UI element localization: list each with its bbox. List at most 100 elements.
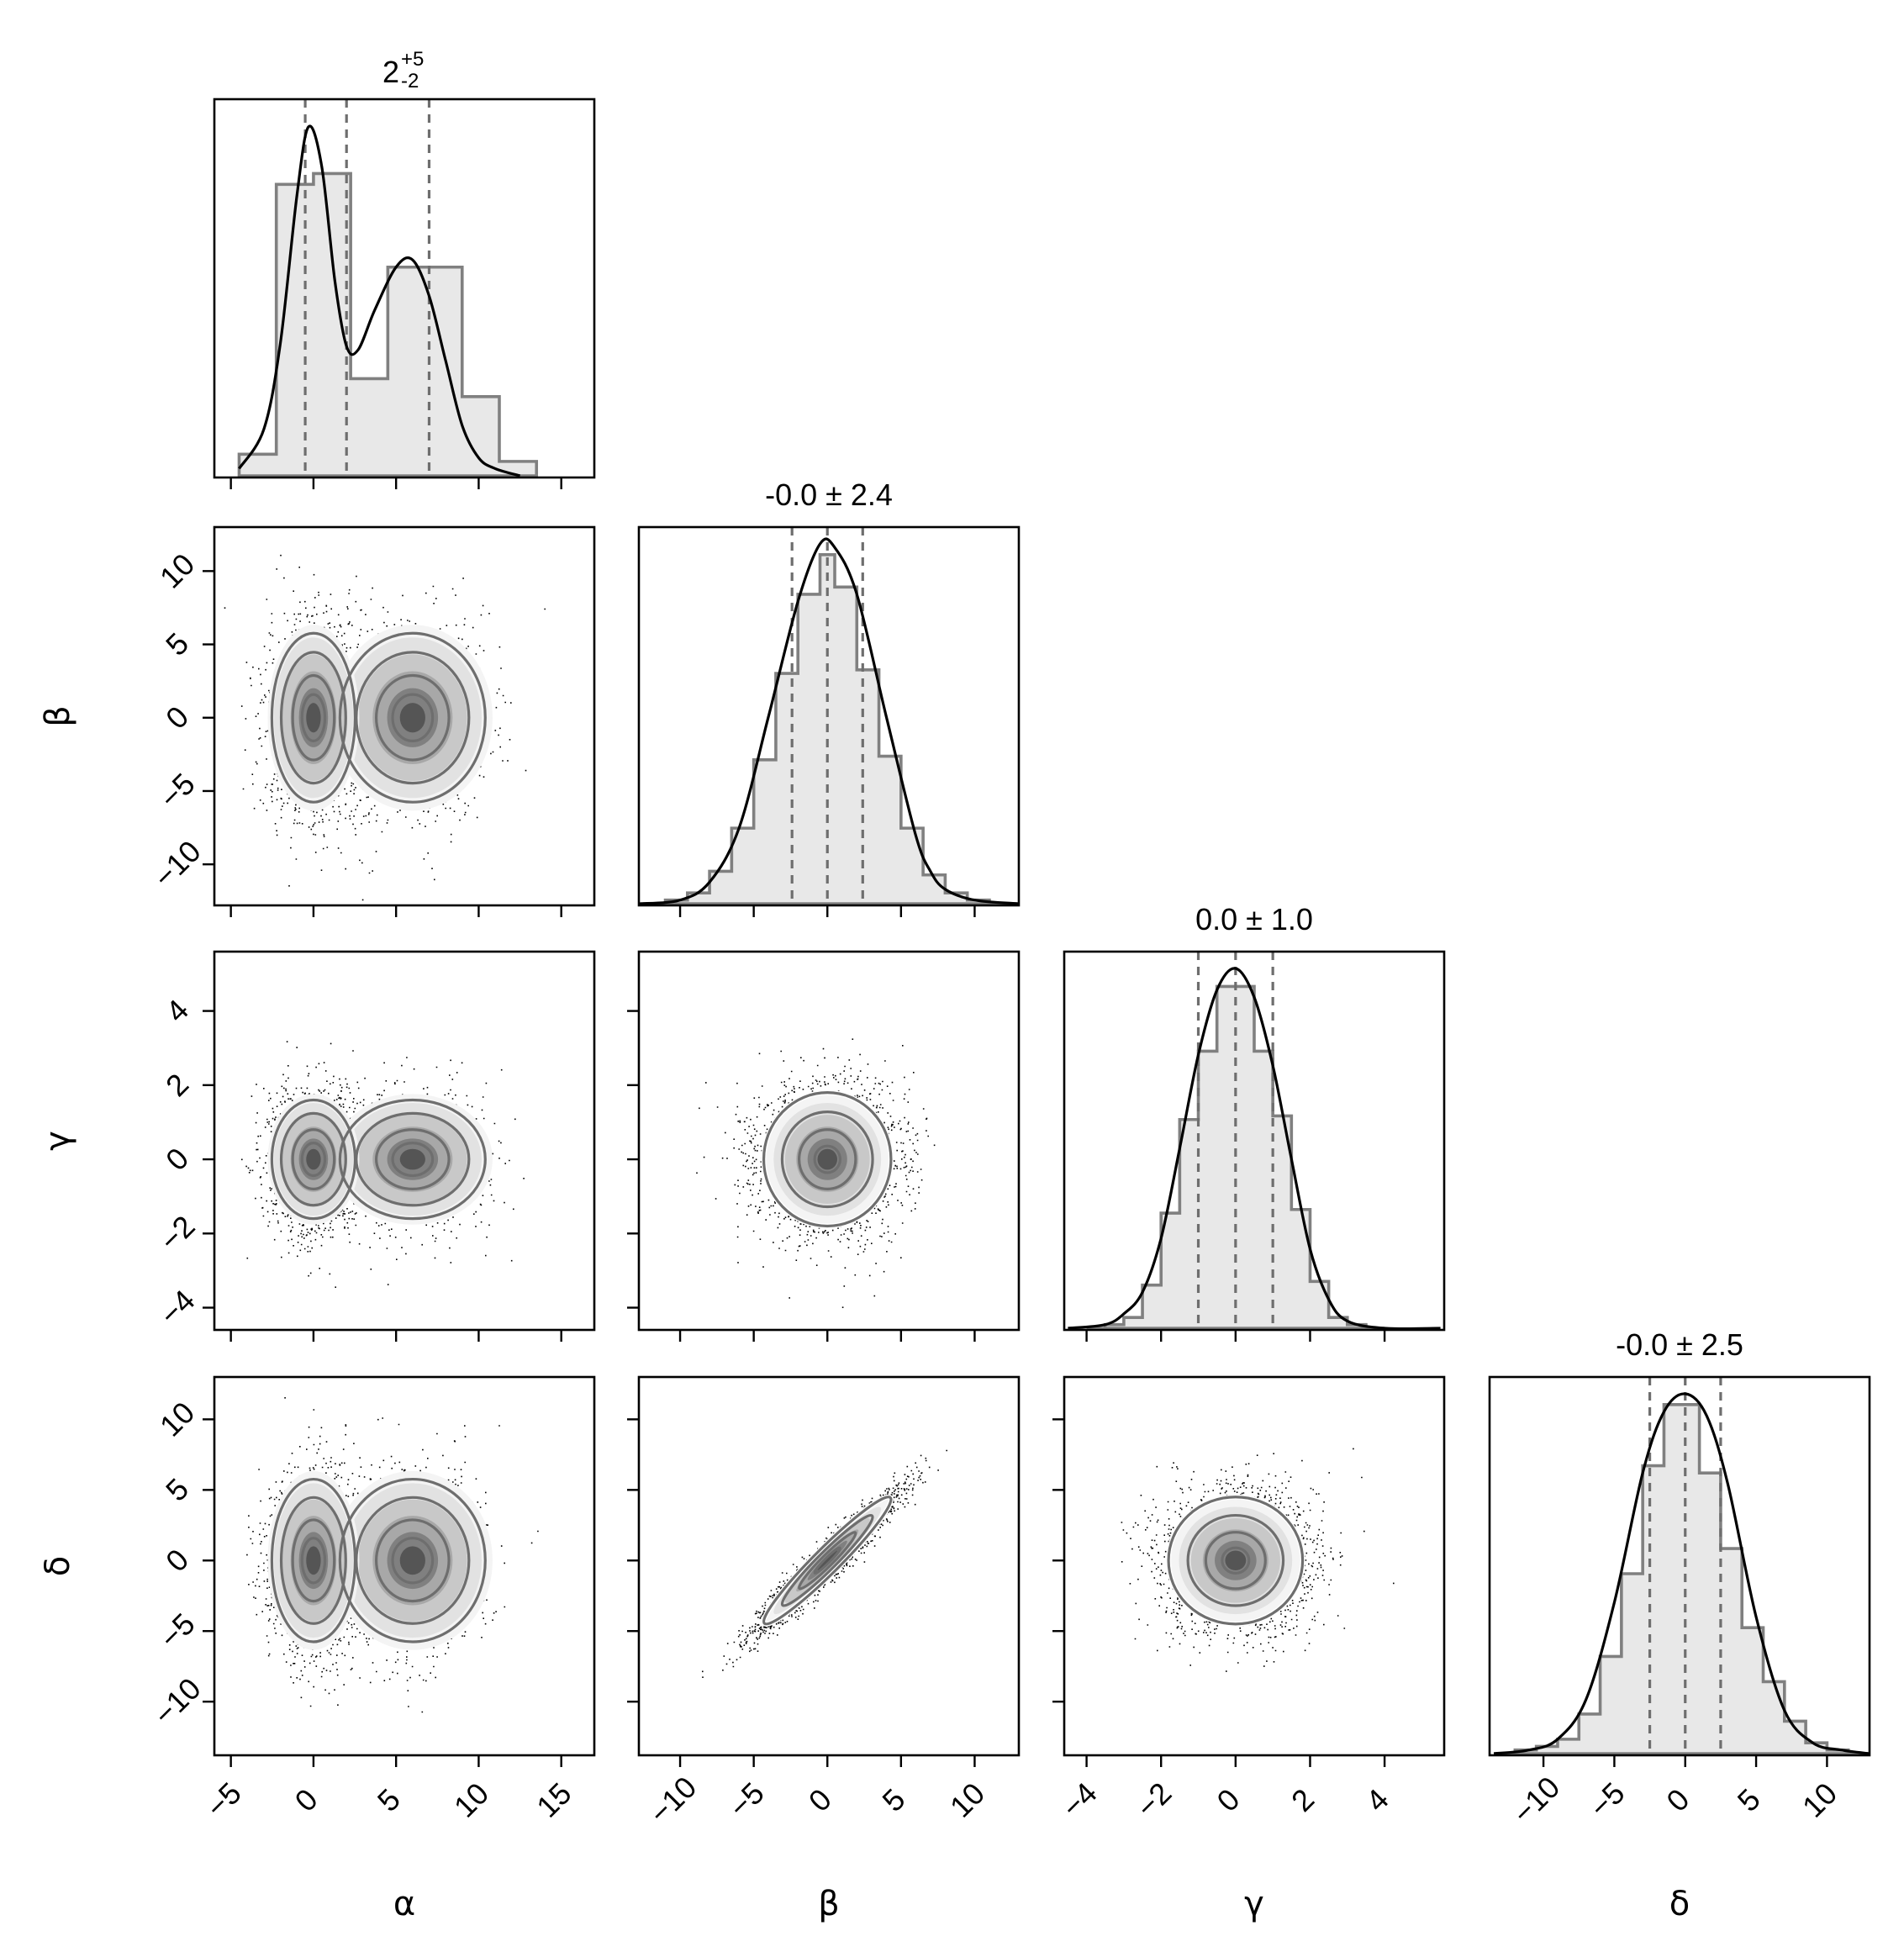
contour-line [762,1091,893,1228]
panel-title: -0.0 ± 2.4 [765,477,893,512]
y-tick-label: 5 [159,1471,195,1507]
y-tick-label: 10 [153,1395,201,1443]
contour-line [798,1128,857,1190]
title-plus: +5 [401,48,424,71]
y-tick-label: −4 [153,1283,202,1332]
x-tick-label: 0 [1659,1782,1696,1818]
contour-line [291,1518,336,1603]
x-tick-label: 15 [530,1776,578,1824]
contour-line [798,1531,857,1591]
contour-line [1186,1513,1285,1607]
title-minus: -2 [401,70,419,92]
density-shade [817,1550,838,1571]
contour-line [338,631,487,804]
density-shade [399,1546,425,1575]
contour-line [762,1496,893,1626]
density-shade [306,703,321,733]
y-tick-label: −10 [147,834,208,894]
contour-line [270,1477,357,1643]
panel-frame [637,950,1021,1332]
contour-line [780,1513,874,1607]
y-tick-label: −10 [147,1671,208,1732]
contour-line [391,1142,435,1178]
y-tick-label: 5 [159,626,195,662]
contour-line [279,651,347,785]
x-axis-label-0: α [393,1885,415,1923]
kde-curve [639,537,1019,905]
histogram [1494,1403,1870,1755]
density-shade [399,1148,425,1170]
contour-line [813,1546,841,1575]
panel-frame [637,1375,1021,1757]
x-axis-label-3: δ [1669,1885,1690,1923]
contour-line [279,1496,347,1625]
histogram [237,171,539,477]
contour-line [291,1128,336,1190]
joint-panel-β-δ: −10 −5 0 5 10 [627,1375,1021,1830]
y-tick-label: 10 [153,546,201,594]
x-tick-label: −2 [1129,1775,1178,1824]
y-tick-label: 4 [159,993,195,1029]
x-tick-label: 10 [1796,1776,1843,1824]
contour-line [300,1537,327,1585]
contour-line [374,1128,451,1190]
x-tick-label: 4 [1359,1782,1395,1818]
x-tick-label: −4 [1055,1775,1104,1824]
x-axis-label-1: β [818,1885,840,1923]
y-axis-label-3: δ [39,1556,77,1576]
panel-frame [1488,1375,1871,1757]
contour-line [374,673,451,762]
marginal-panel-α: 2 +5-2 [213,48,596,489]
panel-title: -0.0 ± 2.5 [1616,1327,1743,1362]
contour-line [279,1111,347,1207]
x-tick-label: 0 [802,1782,838,1818]
contour-line [780,1110,874,1209]
panel-title: 0.0 ± 1.0 [1195,902,1313,936]
y-axis-label-1: β [39,705,77,727]
contour-line [300,693,327,742]
kde-curve [1493,1392,1870,1755]
joint-panel-β-γ [627,950,1021,1342]
panel-frame [213,525,596,907]
title-median: 2 [382,55,399,89]
marginal-panel-δ: -0.0 ± 2.5 −10 −5 0 5 10 [1488,1327,1871,1830]
marginal-panel-γ: 0.0 ± 1.0 [1063,902,1446,1342]
panel-frame [213,950,596,1332]
x-tick-label: −5 [199,1775,248,1824]
x-tick-label: 10 [943,1776,991,1824]
joint-panel-α-γ: −4 −2 0 2 4 [153,950,596,1342]
x-tick-label: −10 [1506,1770,1566,1830]
panel-frame [213,98,596,479]
contour-line [1167,1496,1305,1626]
y-tick-label: 0 [159,1141,195,1177]
contour-line [291,673,336,762]
x-tick-label: −5 [722,1775,771,1824]
y-tick-label: 0 [159,699,195,736]
contour-line [270,1098,357,1221]
x-tick-label: 5 [1731,1782,1767,1818]
y-tick-label: −2 [153,1209,202,1258]
contour-line [391,693,435,742]
contour-line [391,1537,435,1585]
contour-line [374,1518,451,1603]
x-axis-label-2: γ [1244,1885,1264,1923]
x-tick-label: 10 [447,1776,495,1824]
x-tick-label: −5 [1583,1775,1632,1824]
contour-line [338,1477,487,1643]
marginal-panel-β: -0.0 ± 2.4 [637,477,1021,917]
y-tick-label: 0 [159,1542,195,1578]
x-tick-label: 2 [1284,1782,1321,1818]
x-tick-label: 0 [1210,1782,1246,1818]
contour-line [270,631,357,804]
y-axis-label-2: γ [39,1131,77,1151]
x-tick-label: 0 [287,1782,324,1818]
contour-line [813,1144,841,1174]
contour-line [300,1142,327,1178]
y-tick-label: −5 [153,1606,202,1655]
density-shade [306,1148,321,1170]
contour-line [1221,1546,1251,1575]
density-shade [817,1148,838,1170]
panel-title: 2 +5-2 [382,48,424,92]
y-tick-label: 2 [159,1067,195,1103]
x-tick-label: −10 [642,1770,703,1830]
